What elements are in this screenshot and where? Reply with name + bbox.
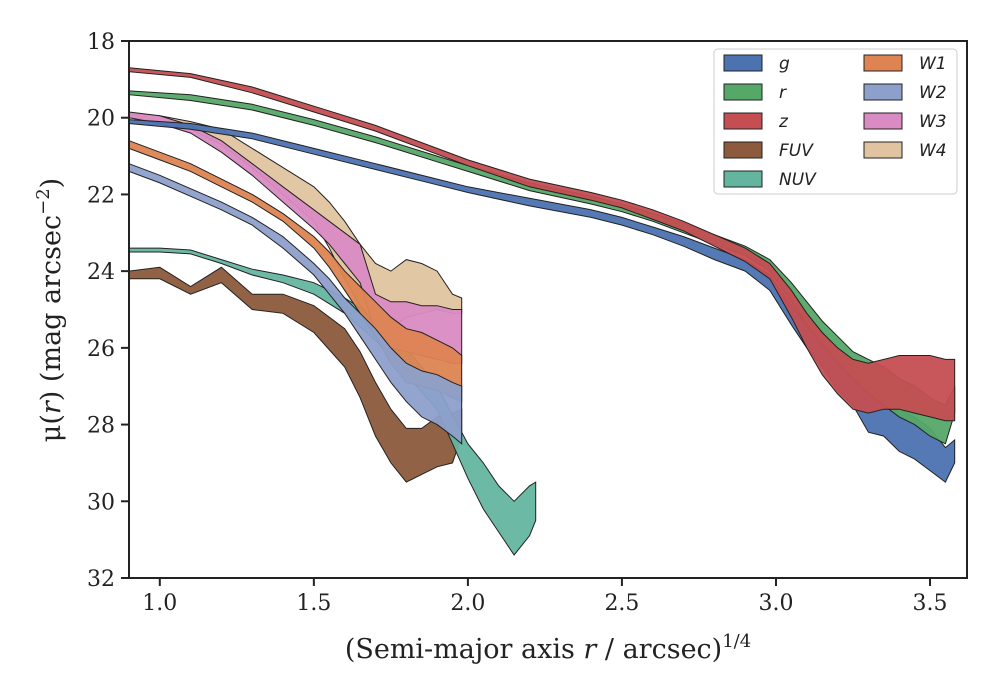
y-tick-label: 30: [87, 490, 115, 515]
legend-label-w4: W4: [919, 141, 947, 161]
legend-label-z: z: [778, 112, 789, 132]
legend-label-fuv: FUV: [779, 141, 814, 161]
y-axis-ticks: 18 20 22 24 26 28 30 32: [87, 30, 129, 592]
legend-swatch-fuv: [723, 141, 763, 159]
x-tick-label: 1.0: [142, 591, 177, 616]
legend-label-w1: W1: [919, 54, 947, 74]
legend-label-w2: W2: [919, 83, 947, 103]
y-tick-label: 32: [87, 567, 115, 592]
x-axis-ticks: 1.0 1.5 2.0 2.5 3.0 3.5: [142, 578, 948, 616]
x-axis-title: (Semi-major axis r / arcsec)1/4: [345, 631, 751, 665]
x-tick-label: 3.5: [913, 591, 948, 616]
y-tick-label: 20: [87, 107, 115, 132]
legend-swatch-z: [723, 112, 763, 130]
legend-label-g: g: [779, 54, 790, 74]
x-tick-label: 2.5: [604, 591, 639, 616]
legend: grz FUV NUV W1 W2 W3 W4: [713, 48, 958, 195]
y-axis-title: μ(r) (mag arcsec−2): [33, 178, 67, 442]
band-g: [128, 119, 956, 483]
legend-label-nuv: NUV: [779, 170, 817, 190]
profile-bands: [128, 67, 956, 556]
legend-swatch-r: [723, 83, 763, 101]
x-tick-label: 2.0: [450, 591, 485, 616]
legend-swatch-g: [723, 54, 763, 72]
legend-swatch-w4: [863, 141, 903, 159]
legend-swatch-nuv: [723, 170, 763, 188]
legend-label-r: r: [779, 83, 787, 103]
legend-label-w3: W3: [919, 112, 947, 132]
y-tick-label: 18: [87, 30, 115, 55]
x-tick-label: 1.5: [296, 591, 331, 616]
legend-swatch-w1: [863, 54, 903, 72]
y-tick-label: 28: [87, 414, 115, 439]
y-tick-label: 22: [87, 183, 115, 208]
y-tick-label: 24: [87, 260, 115, 285]
plot-frame: [128, 40, 968, 579]
band-w2: [128, 162, 463, 445]
legend-swatch-w3: [863, 112, 903, 130]
legend-swatch-w2: [863, 83, 903, 101]
y-tick-label: 26: [87, 337, 115, 362]
x-tick-label: 3.0: [758, 591, 793, 616]
band-z: [128, 67, 956, 422]
band-nuv: [128, 247, 537, 556]
